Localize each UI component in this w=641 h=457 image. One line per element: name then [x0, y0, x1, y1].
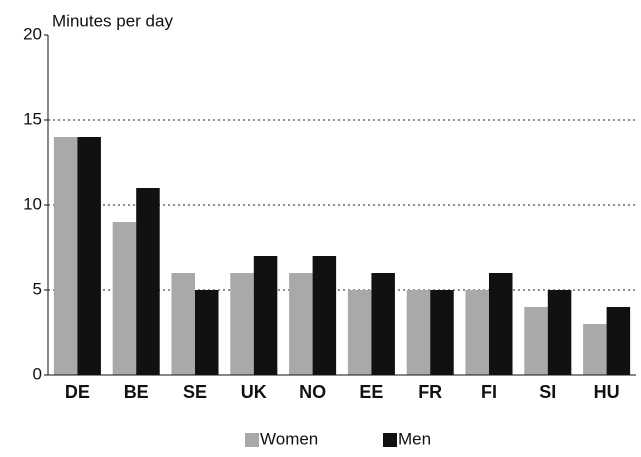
- x-tick-label: DE: [65, 382, 90, 402]
- bar: [312, 256, 337, 375]
- legend-label: Men: [398, 429, 431, 448]
- x-tick-label: UK: [241, 382, 267, 402]
- bar: [253, 256, 278, 375]
- x-tick-label: EE: [359, 382, 383, 402]
- bar: [289, 273, 313, 375]
- bar: [171, 273, 195, 375]
- legend-label: Women: [260, 429, 318, 448]
- bar: [583, 324, 607, 375]
- bar: [195, 290, 219, 375]
- bar: [230, 273, 254, 375]
- legend-swatch: [245, 433, 259, 447]
- bar: [77, 137, 101, 375]
- x-tick-label: FR: [418, 382, 442, 402]
- y-tick-label: 10: [23, 194, 42, 213]
- bar: [406, 290, 431, 375]
- y-tick-label: 20: [23, 24, 42, 43]
- bar: [347, 290, 372, 375]
- x-tick-label: SI: [539, 382, 556, 402]
- x-tick-label: FI: [481, 382, 497, 402]
- bar: [136, 188, 160, 375]
- y-tick-label: 5: [33, 279, 42, 298]
- legend-swatch: [383, 433, 397, 447]
- x-tick-label: NO: [299, 382, 326, 402]
- bar: [112, 222, 137, 375]
- bar: [53, 137, 78, 375]
- bar: [606, 307, 631, 375]
- x-tick-label: HU: [594, 382, 620, 402]
- y-axis-label: Minutes per day: [52, 11, 173, 30]
- y-tick-label: 0: [33, 364, 42, 383]
- bar: [371, 273, 395, 375]
- x-tick-label: BE: [124, 382, 149, 402]
- bar: [547, 290, 572, 375]
- bar: [465, 290, 489, 375]
- x-tick-label: SE: [183, 382, 207, 402]
- bar: [489, 273, 513, 375]
- bar: [524, 307, 548, 375]
- y-tick-label: 15: [23, 109, 42, 128]
- bar: [430, 290, 454, 375]
